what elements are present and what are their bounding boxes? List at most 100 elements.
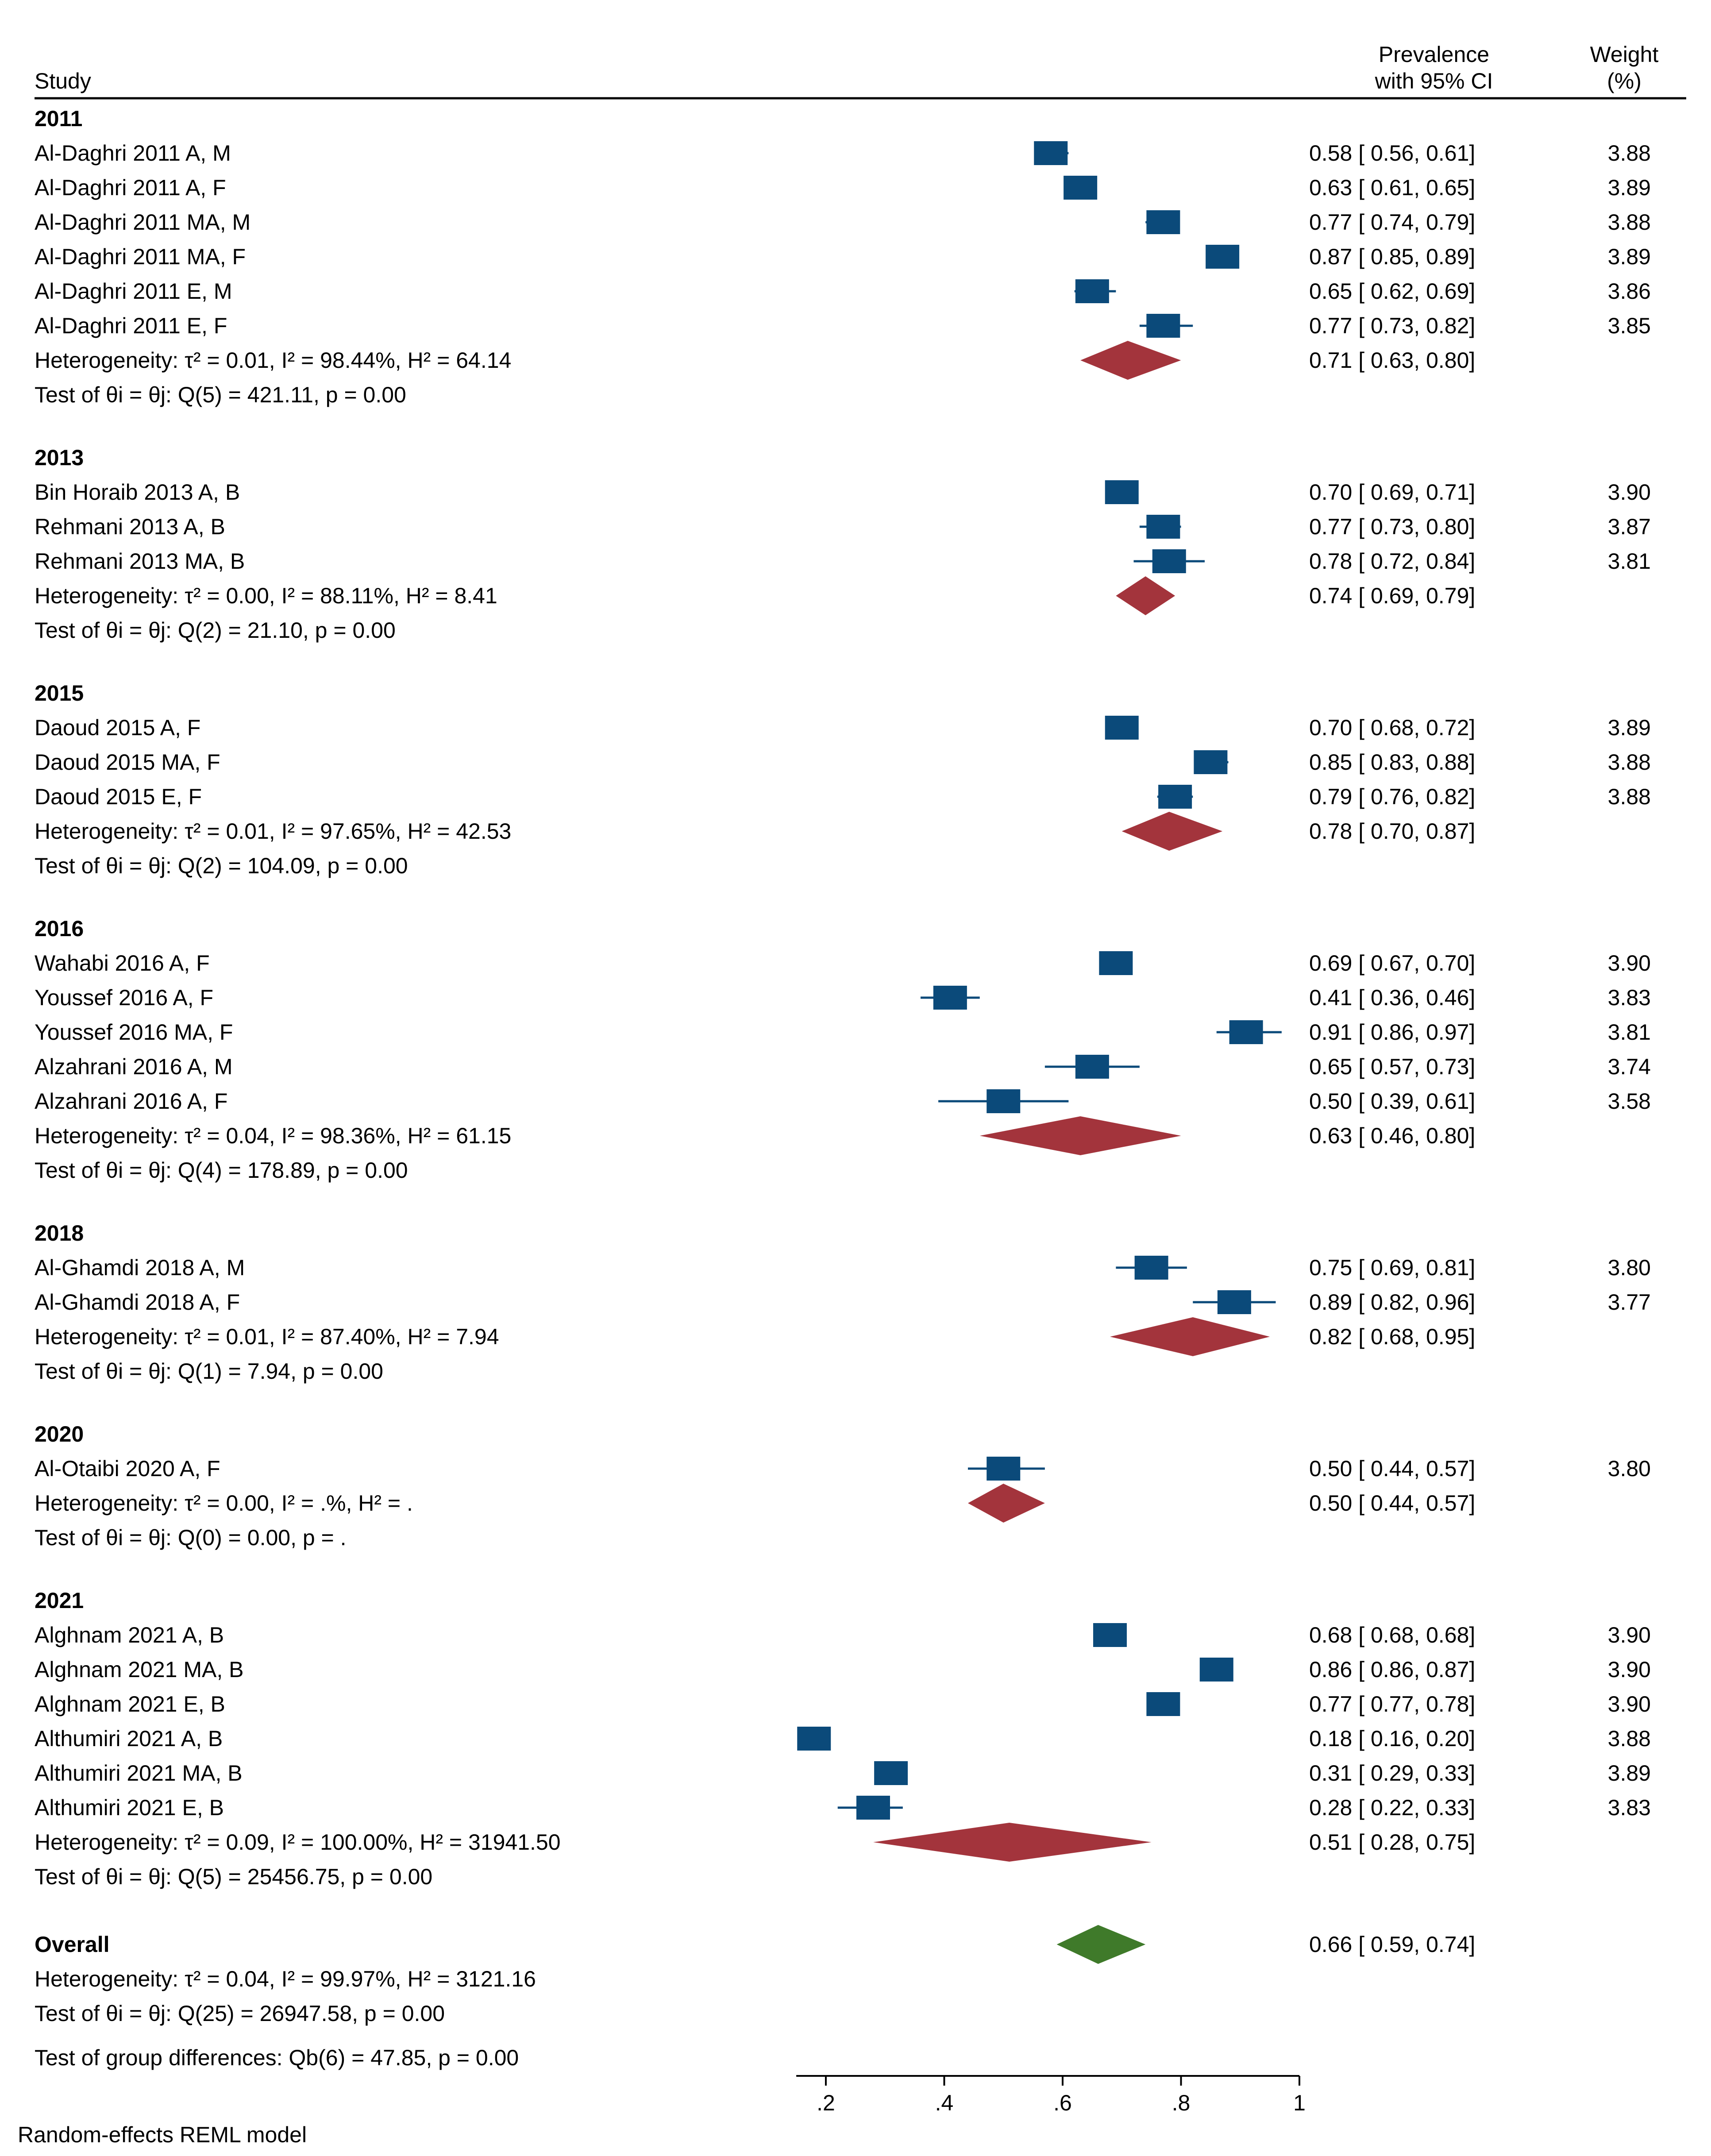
study-name: Daoud 2015 E, F xyxy=(35,784,202,809)
subgroup-ci: 0.74 [ 0.69, 0.79] xyxy=(1309,583,1475,608)
study-ci: 0.65 [ 0.62, 0.69] xyxy=(1309,279,1475,304)
study-marker xyxy=(987,1089,1021,1113)
study-marker xyxy=(1194,750,1228,774)
overall-heterogeneity: Heterogeneity: τ² = 0.04, I² = 99.97%, H… xyxy=(35,1967,536,1991)
study-weight: 3.90 xyxy=(1608,1623,1651,1647)
group-label: 2021 xyxy=(35,1588,84,1613)
overall-test: Test of θi = θj: Q(25) = 26947.58, p = 0… xyxy=(35,2001,445,2026)
study-ci: 0.70 [ 0.68, 0.72] xyxy=(1309,715,1475,740)
group-label: 2020 xyxy=(35,1422,84,1446)
subgroup-test: Test of θi = θj: Q(2) = 21.10, p = 0.00 xyxy=(35,618,396,643)
study-name: Althumiri 2021 E, B xyxy=(35,1795,224,1820)
study-marker xyxy=(933,986,967,1010)
weight-column-header-line1: Weight xyxy=(1590,42,1659,67)
study-ci: 0.18 [ 0.16, 0.20] xyxy=(1309,1726,1475,1751)
study-weight: 3.77 xyxy=(1608,1290,1651,1315)
study-ci: 0.91 [ 0.86, 0.97] xyxy=(1309,1020,1475,1045)
group-label: 2015 xyxy=(35,681,84,706)
subgroup-heterogeneity: Heterogeneity: τ² = 0.01, I² = 97.65%, H… xyxy=(35,819,511,844)
study-ci: 0.77 [ 0.73, 0.82] xyxy=(1309,313,1475,338)
study-ci: 0.41 [ 0.36, 0.46] xyxy=(1309,985,1475,1010)
study-marker xyxy=(1146,210,1180,234)
subgroup-test: Test of θi = θj: Q(0) = 0.00, p = . xyxy=(35,1525,347,1550)
subgroup-diamond xyxy=(1116,576,1175,615)
group-label: 2013 xyxy=(35,445,84,470)
subgroup-ci: 0.78 [ 0.70, 0.87] xyxy=(1309,819,1475,844)
study-ci: 0.50 [ 0.39, 0.61] xyxy=(1309,1089,1475,1114)
study-marker xyxy=(1146,515,1180,539)
study-name: Youssef 2016 MA, F xyxy=(35,1020,233,1045)
study-ci: 0.77 [ 0.74, 0.79] xyxy=(1309,210,1475,235)
study-name: Alzahrani 2016 A, F xyxy=(35,1089,227,1114)
study-name: Wahabi 2016 A, F xyxy=(35,951,210,976)
subgroup-heterogeneity: Heterogeneity: τ² = 0.01, I² = 98.44%, H… xyxy=(35,348,511,373)
study-name: Althumiri 2021 MA, B xyxy=(35,1761,243,1786)
subgroup-diamond xyxy=(873,1823,1152,1862)
study-name: Alzahrani 2016 A, M xyxy=(35,1054,233,1079)
study-name: Alghnam 2021 A, B xyxy=(35,1623,224,1647)
subgroup-heterogeneity: Heterogeneity: τ² = 0.09, I² = 100.00%, … xyxy=(35,1830,561,1855)
overall-ci: 0.66 [ 0.59, 0.74] xyxy=(1309,1932,1475,1957)
subgroup-heterogeneity: Heterogeneity: τ² = 0.00, I² = .%, H² = … xyxy=(35,1491,413,1516)
study-marker xyxy=(856,1796,890,1820)
study-marker xyxy=(1152,549,1186,573)
study-name: Daoud 2015 A, F xyxy=(35,715,200,740)
study-name: Al-Daghri 2011 A, F xyxy=(35,175,226,200)
study-weight: 3.89 xyxy=(1608,175,1651,200)
study-weight: 3.88 xyxy=(1608,141,1651,166)
subgroup-ci: 0.71 [ 0.63, 0.80] xyxy=(1309,348,1475,373)
effect-column-header-line2: with 95% CI xyxy=(1375,69,1493,93)
x-axis: .2 .4 .6 .8 1 xyxy=(796,2075,1306,2115)
study-weight: 3.88 xyxy=(1608,750,1651,775)
study-name: Althumiri 2021 A, B xyxy=(35,1726,223,1751)
study-marker xyxy=(874,1761,908,1785)
study-name: Al-Daghri 2011 E, F xyxy=(35,313,227,338)
study-weight: 3.90 xyxy=(1608,951,1651,976)
study-weight: 3.83 xyxy=(1608,985,1651,1010)
study-ci: 0.75 [ 0.69, 0.81] xyxy=(1309,1255,1475,1280)
study-marker xyxy=(1099,951,1133,975)
study-name: Alghnam 2021 E, B xyxy=(35,1692,225,1716)
study-weight: 3.83 xyxy=(1608,1795,1651,1820)
x-tick-label: .8 xyxy=(1172,2090,1191,2115)
x-tick-label: .6 xyxy=(1053,2090,1072,2115)
study-ci: 0.31 [ 0.29, 0.33] xyxy=(1309,1761,1475,1786)
study-name: Youssef 2016 A, F xyxy=(35,985,213,1010)
study-marker xyxy=(1034,141,1068,165)
study-marker xyxy=(1134,1256,1168,1280)
study-weight: 3.85 xyxy=(1608,313,1651,338)
study-marker xyxy=(1146,1692,1180,1716)
subgroup-heterogeneity: Heterogeneity: τ² = 0.01, I² = 87.40%, H… xyxy=(35,1324,499,1349)
study-weight: 3.90 xyxy=(1608,480,1651,505)
study-weight: 3.74 xyxy=(1608,1054,1651,1079)
study-weight: 3.89 xyxy=(1608,715,1651,740)
study-marker xyxy=(1217,1290,1251,1314)
study-marker xyxy=(987,1457,1021,1481)
study-ci: 0.65 [ 0.57, 0.73] xyxy=(1309,1054,1475,1079)
subgroup-ci: 0.51 [ 0.28, 0.75] xyxy=(1309,1830,1475,1855)
study-ci: 0.77 [ 0.77, 0.78] xyxy=(1309,1692,1475,1716)
subgroup-test: Test of θi = θj: Q(5) = 25456.75, p = 0.… xyxy=(35,1864,432,1889)
study-marker xyxy=(1199,1658,1233,1682)
study-ci: 0.78 [ 0.72, 0.84] xyxy=(1309,549,1475,574)
study-name: Al-Daghri 2011 MA, M xyxy=(35,210,250,235)
study-weight: 3.88 xyxy=(1608,1726,1651,1751)
study-weight: 3.90 xyxy=(1608,1657,1651,1682)
study-marker xyxy=(1229,1020,1263,1044)
study-marker xyxy=(1093,1623,1127,1647)
study-name: Al-Daghri 2011 MA, F xyxy=(35,244,246,269)
subgroup-test: Test of θi = θj: Q(4) = 178.89, p = 0.00 xyxy=(35,1158,408,1183)
effect-column-header-line1: Prevalence xyxy=(1379,42,1489,67)
study-ci: 0.70 [ 0.69, 0.71] xyxy=(1309,480,1475,505)
study-weight: 3.81 xyxy=(1608,549,1651,574)
study-ci: 0.68 [ 0.68, 0.68] xyxy=(1309,1623,1475,1647)
study-ci: 0.28 [ 0.22, 0.33] xyxy=(1309,1795,1475,1820)
subgroup-test: Test of θi = θj: Q(2) = 104.09, p = 0.00 xyxy=(35,853,408,878)
study-name: Al-Daghri 2011 E, M xyxy=(35,279,232,304)
subgroup-diamond xyxy=(1080,341,1181,380)
study-ci: 0.58 [ 0.56, 0.61] xyxy=(1309,141,1475,166)
study-weight: 3.89 xyxy=(1608,1761,1651,1786)
subgroup-diamond xyxy=(1121,812,1223,851)
study-name: Bin Horaib 2013 A, B xyxy=(35,480,240,505)
